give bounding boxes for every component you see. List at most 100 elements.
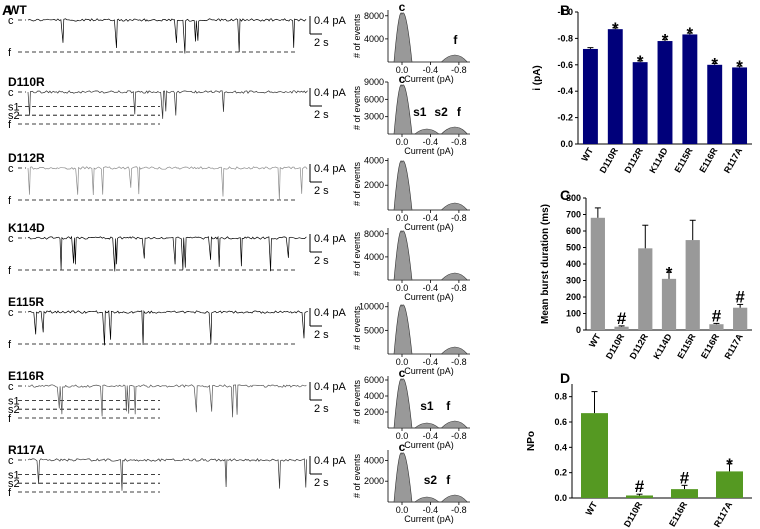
x-tick-label: WT: [587, 332, 603, 350]
trace-name: D112R: [8, 151, 45, 165]
scale-time-label: 2 s: [314, 109, 329, 121]
significance-mark: *: [726, 455, 733, 474]
significance-mark: #: [635, 477, 645, 496]
x-tick-label: E116R: [697, 146, 719, 175]
bar-k114d: [657, 41, 673, 144]
current-trace: [27, 90, 308, 119]
x-tick-label: K114D: [651, 332, 674, 361]
y-tick-label: 0.0: [560, 139, 573, 149]
y-tick-label: 0.8: [554, 392, 567, 402]
hist-y-tick-label: 2000: [364, 180, 384, 190]
level-label-c: c: [8, 87, 14, 99]
hist-y-tick-label: 2000: [364, 476, 384, 486]
y-tick-label: -0.4: [557, 86, 573, 96]
level-label-c: c: [8, 381, 14, 393]
x-tick-label: D110R: [604, 332, 627, 361]
bar-d110r: [607, 29, 623, 144]
x-tick-label: E116R: [667, 500, 689, 529]
panel-label-a: A: [2, 2, 12, 18]
hist-peak-label: s2: [434, 105, 448, 119]
hist-y-tick-label: 4000: [364, 455, 384, 465]
x-tick-label: D112R: [622, 146, 645, 175]
hist-x-tick-label: -0.4: [423, 137, 439, 147]
current-trace: [27, 235, 307, 272]
level-label-c: c: [8, 15, 14, 27]
y-tick-label: -0.6: [557, 60, 573, 70]
level-label-s2: s2: [8, 478, 20, 490]
hist-y-label: # of events: [352, 161, 362, 206]
panel-b-current-chart: -1.0 -0.8 -0.6 -0.4 -0.2 0.0 WT * D110R * D112R * K1…: [532, 7, 752, 175]
significance-mark: #: [617, 309, 627, 328]
trace-name: E115R: [8, 295, 44, 309]
y-tick-label: 0.4: [554, 442, 567, 452]
hist-peak-label: s1: [420, 399, 434, 413]
trace-name: WT: [8, 3, 27, 17]
hist-y-label: # of events: [352, 13, 362, 58]
level-label-f: f: [8, 487, 12, 499]
hist-x-tick-label: -0.8: [451, 357, 467, 367]
hist-y-tick-label: 2000: [364, 407, 384, 417]
hist-peak-open: [440, 54, 468, 63]
bar-d112r: [638, 248, 653, 330]
current-trace: [27, 384, 307, 418]
level-label-s1: s1: [8, 101, 20, 113]
level-label-c: c: [8, 233, 14, 245]
bar-e116r: [707, 64, 723, 144]
hist-peak-closed: [393, 84, 413, 135]
hist-y-tick-label: 9000: [364, 77, 384, 87]
hist-peak-label: f: [446, 473, 451, 487]
hist-x-label: Current (pA): [404, 514, 454, 524]
y-tick-label: 700: [566, 210, 581, 220]
y-axis-label: Mean burst duration (ms): [540, 204, 551, 324]
level-label-f: f: [8, 265, 12, 277]
y-tick-label: 600: [566, 226, 581, 236]
y-axis-label: NPo: [526, 431, 537, 451]
y-tick-label: 0.6: [554, 417, 567, 427]
significance-mark: *: [662, 31, 669, 50]
panel-label-b: B: [560, 2, 570, 18]
hist-peak-closed: [393, 230, 413, 281]
level-label-c: c: [8, 307, 14, 319]
y-tick-label: 0.2: [554, 468, 567, 478]
x-tick-label: R117A: [722, 332, 745, 361]
scale-amp-label: 0.4 pA: [314, 87, 346, 99]
hist-peak-label: f: [446, 399, 451, 413]
hist-x-tick-label: 0.0: [396, 357, 409, 367]
x-tick-label: R117A: [712, 500, 735, 529]
hist-peak-open: [440, 346, 468, 355]
level-label-f: f: [8, 47, 12, 59]
hist-y-label: # of events: [352, 85, 362, 130]
bar-d110r: [626, 495, 653, 498]
trace-name: R117A: [8, 443, 45, 457]
hist-peak-open: [440, 494, 468, 503]
hist-y-tick-label: 5000: [364, 325, 384, 335]
hist-peak-closed: [393, 378, 413, 429]
hist-y-tick-label: 3000: [364, 112, 384, 122]
current-trace: [27, 166, 308, 201]
bar-k114d: [661, 278, 677, 330]
panel-d-npo-chart: 0.0 0.2 0.4 0.6 0.8 WT # D110R # E116R * R117A NPo: [526, 384, 752, 529]
hist-peak-label: c: [399, 72, 406, 86]
hist-peak-open: [440, 126, 468, 135]
hist-peak-label: f: [457, 105, 462, 119]
level-label-s2: s2: [8, 110, 20, 122]
x-tick-label: D110R: [598, 146, 621, 175]
panel-c-burst-chart: 0 100 200 300 400 500 600 700 800 WT # D110R D112R * K…: [540, 193, 752, 361]
bar-wt: [590, 217, 605, 330]
bar-d112r: [632, 62, 648, 144]
hist-x-tick-label: -0.4: [423, 357, 439, 367]
bar-e115r: [685, 240, 700, 330]
hist-x-tick-label: 0.0: [396, 65, 409, 75]
hist-y-label: # of events: [352, 379, 362, 424]
bar-r117a: [733, 307, 748, 330]
hist-y-label: # of events: [352, 231, 362, 276]
hist-peak-open: [440, 420, 468, 429]
scale-time-label: 2 s: [314, 37, 329, 49]
